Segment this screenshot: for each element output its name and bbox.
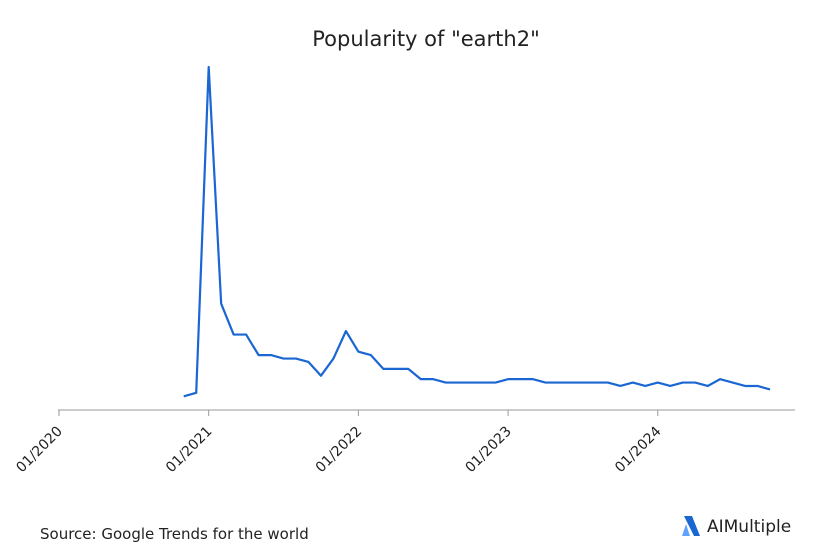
source-note: Source: Google Trends for the world <box>40 525 309 543</box>
x-tick-label: 01/2022 <box>313 424 365 476</box>
x-tick-label: 01/2021 <box>163 424 215 476</box>
x-tick-label: 01/2023 <box>462 424 514 476</box>
data-line <box>183 65 771 398</box>
x-tick-label: 01/2024 <box>612 423 665 476</box>
logo-shape <box>684 516 700 536</box>
chart-title: Popularity of "earth2" <box>312 27 539 51</box>
logo-shape <box>682 524 690 536</box>
x-tick-label: 01/2020 <box>13 424 65 476</box>
brand-name: AIMultiple <box>707 517 791 537</box>
brand-logo <box>682 516 700 536</box>
